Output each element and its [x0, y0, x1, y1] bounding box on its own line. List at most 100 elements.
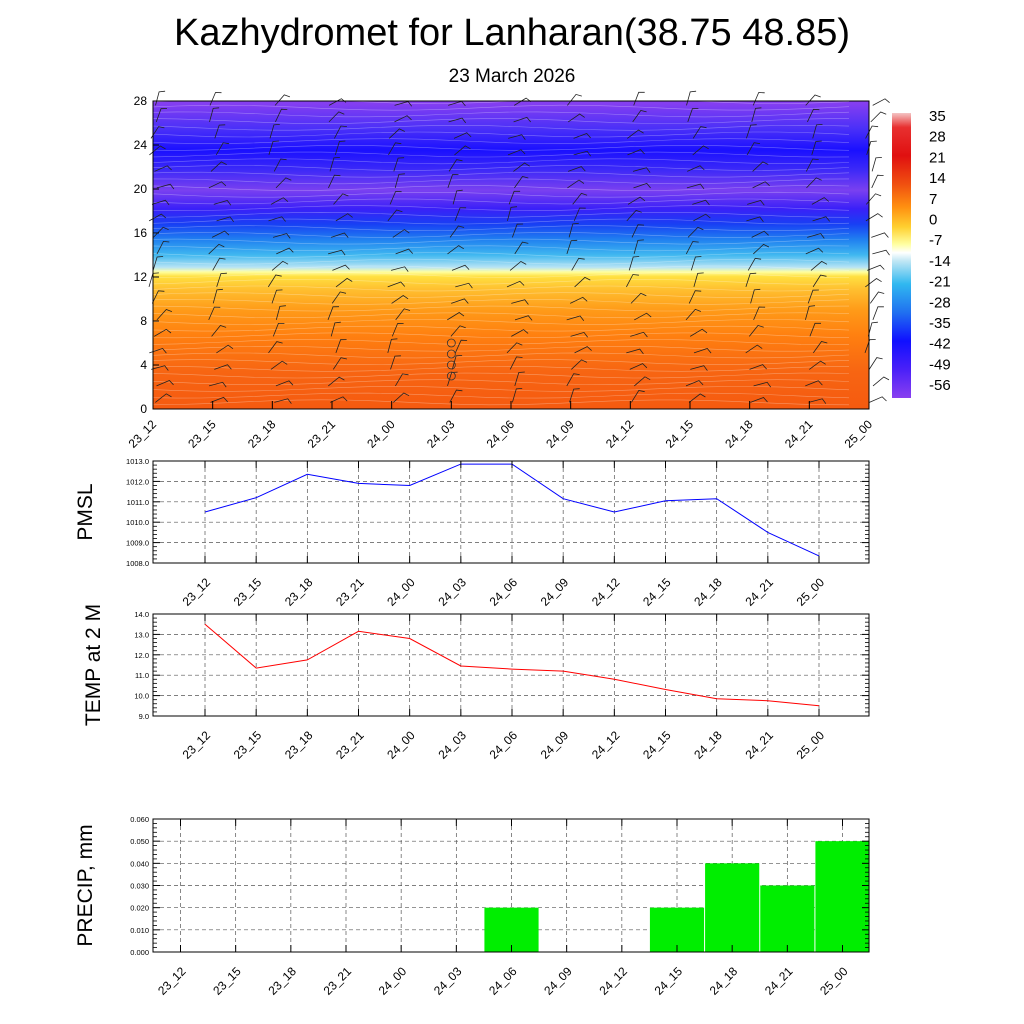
x-tick-label: 24_03 [435, 575, 469, 609]
x-tick-label: 25_00 [794, 728, 828, 762]
wind-barb [747, 200, 765, 206]
wind-barb [210, 161, 227, 172]
x-tick-label: 24_12 [603, 417, 637, 451]
contour-line [152, 238, 850, 245]
y-tick-label: 0 [140, 402, 147, 416]
y-tick-label: 0.060 [130, 815, 149, 824]
wind-barb [685, 380, 704, 387]
wind-barb [154, 165, 172, 172]
wind-barb [869, 291, 885, 304]
wind-barb [752, 161, 769, 172]
contour-line [152, 386, 850, 392]
wind-barb [509, 356, 523, 370]
wind-barb [388, 142, 402, 156]
wind-barb [395, 308, 411, 321]
x-tick-label: 25_00 [817, 964, 851, 998]
x-tick-label: 23_18 [282, 575, 316, 609]
contour-line [152, 145, 850, 151]
wind-barb [689, 328, 708, 337]
wind-barb [216, 272, 227, 288]
wind-barb [151, 365, 169, 371]
wind-barb [391, 323, 404, 337]
y-tick-label: 0.030 [130, 882, 149, 891]
contour-line [152, 365, 850, 372]
contour-line [152, 178, 850, 185]
wind-barb [573, 133, 591, 139]
wind-barb [211, 230, 230, 238]
wind-barb [812, 216, 831, 222]
wind-barb [448, 159, 463, 172]
wind-barb [389, 191, 402, 205]
wind-barb [214, 364, 232, 370]
y-tick-label: 10.0 [134, 692, 149, 701]
wind-barb [394, 115, 412, 123]
wind-barb [566, 373, 580, 387]
wind-barb [511, 299, 529, 305]
wind-barb [692, 145, 709, 156]
wind-barb [746, 124, 757, 139]
wind-barb [567, 166, 586, 172]
wind-barb [868, 357, 883, 370]
x-tick-label: 24_12 [589, 575, 623, 609]
wind-barb [216, 216, 235, 222]
wind-barb [267, 274, 282, 288]
wind-barb [153, 328, 172, 337]
wind-barb [393, 157, 405, 172]
wind-barb [272, 323, 285, 337]
x-tick-label: 24_09 [541, 964, 575, 998]
pmsl-panel: 1008.0 1009.0 1010.0 1011.0 1012.0 1013.0 23_1… [74, 457, 870, 609]
wind-barb [272, 233, 291, 239]
contour-line [152, 198, 850, 205]
wind-barb [276, 247, 294, 255]
wind-barb [506, 342, 523, 354]
wind-barb [566, 315, 585, 322]
wind-barb [150, 126, 165, 139]
wind-barb [507, 206, 518, 222]
x-tick-label: 24_15 [663, 417, 697, 451]
colorbar-label: -14 [929, 253, 951, 270]
x-tick-label: 24_15 [652, 964, 686, 998]
wind-barb [746, 142, 761, 156]
wind-barb [268, 140, 280, 156]
wind-barb [687, 108, 699, 123]
colorbar-label: 28 [929, 129, 946, 146]
wind-barb [871, 232, 889, 238]
wind-barb [509, 261, 527, 271]
wind-barb [747, 257, 762, 271]
contour-line [152, 292, 850, 299]
wind-barb [808, 398, 827, 404]
wind-barb [215, 142, 230, 156]
precip-bar [760, 885, 815, 952]
wind-barb [447, 245, 465, 255]
wind-barb [208, 381, 227, 388]
wind-barb [633, 182, 651, 189]
contour-line [152, 359, 850, 365]
y-tick-label: 1010.0 [126, 518, 149, 527]
wind-barb [870, 111, 887, 123]
wind-barb [687, 226, 704, 238]
plot-frame [152, 613, 870, 717]
cross-section-panel: 0 4 8 12 16 20 24 28 23_12 23_15 23_18 23_21 24_00 24… [126, 90, 890, 451]
wind-barb [454, 339, 468, 354]
wind-barb [153, 226, 169, 238]
wind-barb [156, 183, 175, 190]
wind-barb [213, 200, 232, 206]
x-tick-label: 23_15 [185, 417, 219, 451]
contour-line [152, 165, 850, 171]
wind-barb [627, 196, 646, 205]
wind-barb [275, 305, 286, 321]
series-line [204, 623, 820, 707]
contour-line [152, 285, 850, 292]
x-tick-label: 24_18 [691, 728, 725, 762]
wind-barb [270, 360, 288, 370]
wind-barb [628, 256, 640, 271]
wind-barb [634, 376, 651, 387]
contour-line [152, 131, 850, 138]
wind-barb [269, 124, 280, 139]
y-axis-label: PRECIP, mm [74, 824, 97, 946]
x-tick-label: 24_06 [487, 575, 521, 609]
wind-barb [513, 162, 530, 172]
wind-barb [149, 348, 167, 354]
wind-barb [632, 167, 651, 173]
wind-barb [871, 174, 884, 189]
